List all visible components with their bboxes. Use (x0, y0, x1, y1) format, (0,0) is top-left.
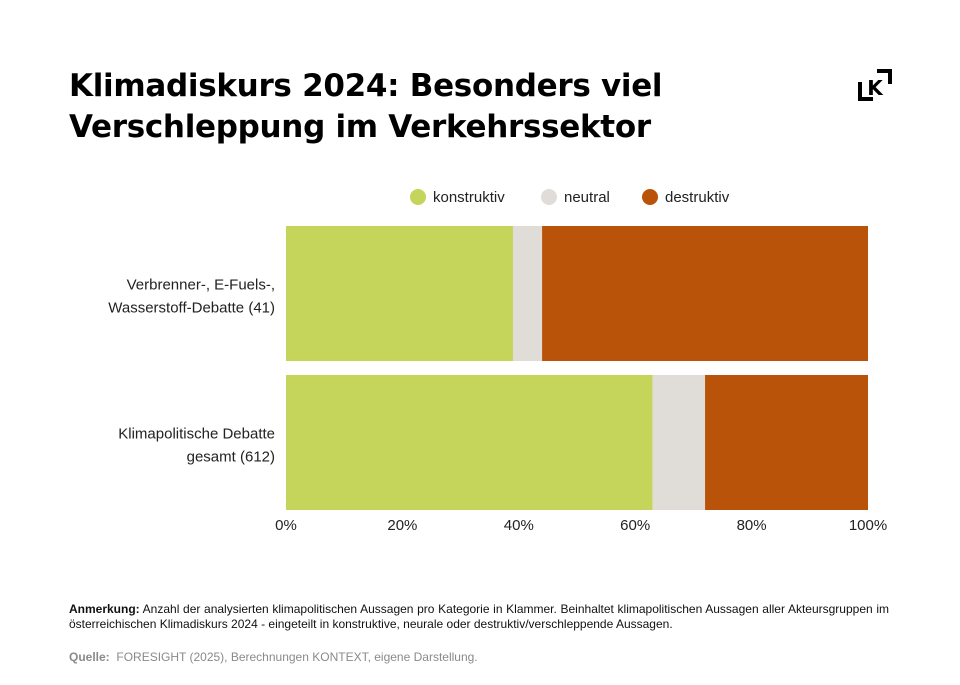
source-label: Quelle: (69, 650, 110, 664)
legend-swatch-konstruktiv (410, 189, 426, 205)
x-tick-label: 0% (275, 517, 297, 534)
category-label: Verbrenner-, E-Fuels-, (127, 277, 275, 294)
bar-destruktiv-0 (542, 226, 868, 361)
bar-konstruktiv-1 (286, 375, 653, 510)
category-label: gesamt (612) (187, 449, 275, 466)
note-text: Anzahl der analysierten klimapolitischen… (69, 602, 889, 631)
title-line-2: Verschleppung im Verkehrssektor (69, 109, 651, 145)
chart-title: Klimadiskurs 2024: Besonders viel Versch… (69, 66, 769, 148)
category-label: Wasserstoff-Debatte (41) (108, 300, 275, 317)
legend-label-destruktiv: destruktiv (665, 189, 730, 206)
category-label: Klimapolitische Debatte (118, 426, 275, 443)
stacked-bar-chart: konstruktiv neutral destruktiv Verbrenner-,… (108, 189, 887, 534)
note: Anmerkung: Anzahl der analysierten klima… (69, 602, 889, 632)
note-label: Anmerkung: (69, 602, 140, 616)
legend-label-konstruktiv: konstruktiv (433, 189, 505, 206)
bar-destruktiv-1 (705, 375, 868, 510)
legend-swatch-neutral (541, 189, 557, 205)
x-tick-label: 60% (620, 517, 650, 534)
bar-neutral-0 (512, 226, 543, 361)
legend-label-neutral: neutral (564, 189, 610, 206)
legend-swatch-destruktiv (642, 189, 658, 205)
source: Quelle: FORESIGHT (2025), Berechnungen K… (69, 650, 478, 664)
x-tick-label: 40% (504, 517, 534, 534)
bar-neutral-1 (652, 375, 706, 510)
x-tick-label: 100% (849, 517, 887, 534)
x-tick-label: 20% (387, 517, 417, 534)
svg-text:K: K (867, 76, 884, 100)
kontext-logo-icon: K (858, 69, 892, 101)
source-text: FORESIGHT (2025), Berechnungen KONTEXT, … (116, 650, 478, 664)
title-line-1: Klimadiskurs 2024: Besonders viel (69, 68, 663, 104)
x-tick-label: 80% (737, 517, 767, 534)
bar-konstruktiv-0 (286, 226, 513, 361)
